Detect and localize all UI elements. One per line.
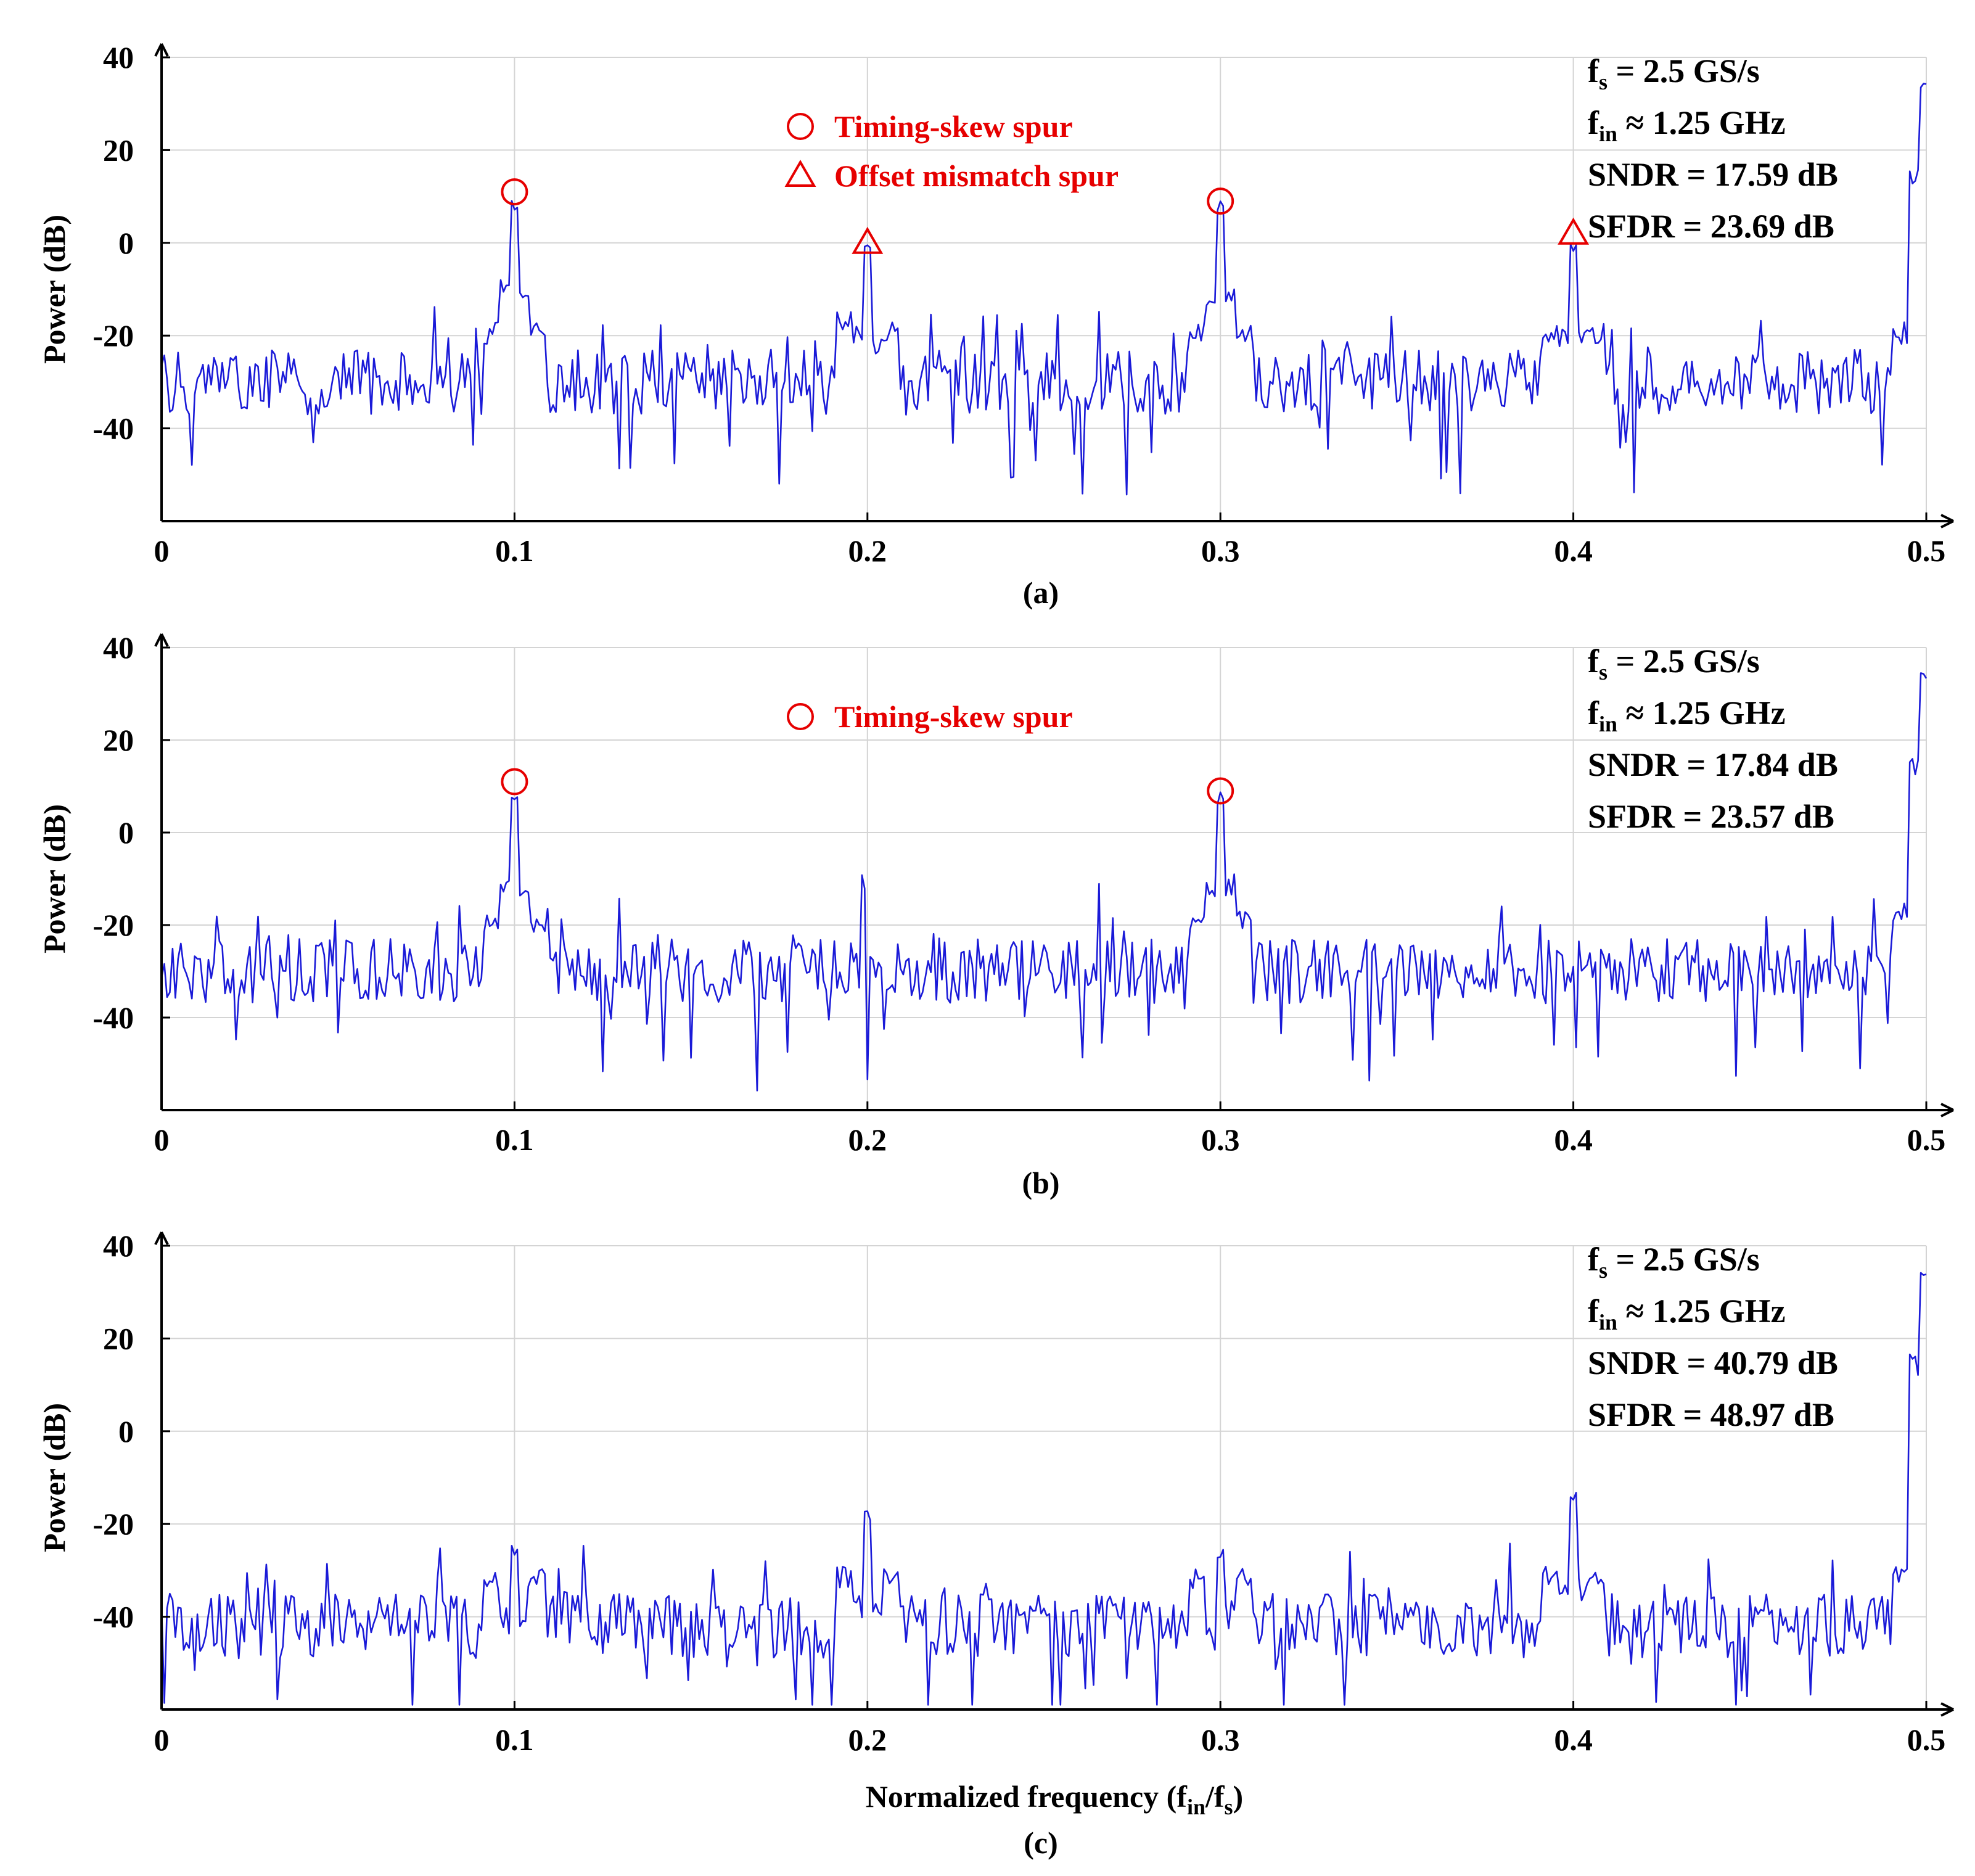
y-tick-label: 0 <box>118 226 134 260</box>
y-axis-title: Power (dB) <box>37 804 72 953</box>
y-tick-label: 20 <box>103 133 134 167</box>
y-tick-label: 40 <box>103 1228 134 1263</box>
x-tick-label: 0.1 <box>495 1122 534 1157</box>
panel-caption: (c) <box>1024 1825 1058 1860</box>
info-line: SNDR = 17.84 dB <box>1588 746 1838 783</box>
spur-triangle-marker <box>852 226 884 254</box>
x-tick-label: 0.1 <box>495 1722 534 1757</box>
legend-label: Offset mismatch spur <box>834 158 1119 193</box>
y-tick-label: -40 <box>92 1600 134 1634</box>
legend-label: Timing-skew spur <box>834 699 1073 734</box>
panel-1: 0 0.1 0.2 0.3 0.4 0.5 40 20 0 -20 -40 Power (dB) (b)… <box>37 630 1954 1200</box>
info-line: SFDR = 23.69 dB <box>1588 208 1834 245</box>
y-axis-arrow <box>154 1232 169 1245</box>
spur-circle-marker <box>1207 777 1234 805</box>
x-axis-arrow <box>1940 1103 1954 1117</box>
x-axis-arrow <box>1940 514 1954 529</box>
x-axis-title: Normalized frequency (fin/fs) <box>866 1779 1243 1819</box>
y-tick-label: 40 <box>103 40 134 75</box>
spectrum-trace <box>160 672 1928 1092</box>
x-tick-label: 0.4 <box>1554 1122 1593 1157</box>
y-tick-label: -20 <box>92 908 134 942</box>
x-tick-label: 0.5 <box>1907 1722 1946 1757</box>
y-axis-arrow <box>154 633 169 647</box>
x-tick-label: 0.3 <box>1201 1122 1240 1157</box>
y-tick-label: 0 <box>118 1414 134 1449</box>
legend-circle-icon <box>787 113 814 140</box>
panel-2: 0 0.1 0.2 0.3 0.4 0.5 40 20 0 -20 -40 Power (dB) (c)… <box>37 1228 1954 1860</box>
x-axis-arrow <box>1940 1702 1954 1717</box>
spectrum-trace <box>160 1272 1927 1706</box>
y-tick-label: -40 <box>92 1000 134 1035</box>
info-line: fs = 2.5 GS/s <box>1588 52 1760 94</box>
y-axis-arrow <box>154 43 169 57</box>
spectrum-trace <box>160 83 1927 496</box>
x-tick-label: 0.1 <box>495 533 534 568</box>
spur-triangle-marker <box>1558 217 1590 245</box>
x-tick-label: 0.3 <box>1201 533 1240 568</box>
info-line: SFDR = 48.97 dB <box>1588 1396 1834 1433</box>
info-line: SNDR = 40.79 dB <box>1588 1344 1838 1381</box>
x-tick-label: 0.3 <box>1201 1722 1240 1757</box>
info-line: fs = 2.5 GS/s <box>1588 643 1760 685</box>
spur-circle-marker <box>501 768 528 796</box>
y-tick-label: -40 <box>92 411 134 446</box>
y-axis-title: Power (dB) <box>37 215 72 364</box>
x-tick-label: 0.4 <box>1554 1722 1593 1757</box>
x-tick-label: 0.2 <box>848 1122 887 1157</box>
legend-label: Timing-skew spur <box>834 109 1073 144</box>
y-tick-label: -20 <box>92 318 134 353</box>
info-line: SNDR = 17.59 dB <box>1588 156 1838 193</box>
x-tick-label: 0 <box>154 1722 170 1757</box>
info-line: fin ≈ 1.25 GHz <box>1588 1293 1786 1335</box>
info-line: fin ≈ 1.25 GHz <box>1588 104 1786 146</box>
spur-circle-marker <box>1207 187 1234 215</box>
x-tick-label: 0.5 <box>1907 533 1946 568</box>
x-tick-label: 0.5 <box>1907 1122 1946 1157</box>
y-axis-title: Power (dB) <box>37 1403 72 1552</box>
x-tick-label: 0.2 <box>848 533 887 568</box>
y-tick-label: 20 <box>103 723 134 757</box>
x-tick-label: 0 <box>154 1122 170 1157</box>
legend-triangle-icon <box>784 160 816 187</box>
panel-caption: (b) <box>1022 1166 1059 1200</box>
spur-circle-marker <box>501 178 528 206</box>
info-line: SFDR = 23.57 dB <box>1588 798 1834 835</box>
y-tick-label: 40 <box>103 630 134 665</box>
info-line: fin ≈ 1.25 GHz <box>1588 694 1786 736</box>
legend-circle-icon <box>787 703 814 730</box>
x-tick-label: 0.4 <box>1554 533 1593 568</box>
panel-caption: (a) <box>1023 575 1059 610</box>
panel-0: 0 0.1 0.2 0.3 0.4 0.5 40 20 0 -20 -40 Power (dB) (a)… <box>37 40 1954 610</box>
y-tick-label: 0 <box>118 815 134 850</box>
y-tick-label: -20 <box>92 1507 134 1541</box>
x-tick-label: 0.2 <box>848 1722 887 1757</box>
x-tick-label: 0 <box>154 533 170 568</box>
y-tick-label: 20 <box>103 1321 134 1356</box>
info-line: fs = 2.5 GS/s <box>1588 1241 1760 1283</box>
